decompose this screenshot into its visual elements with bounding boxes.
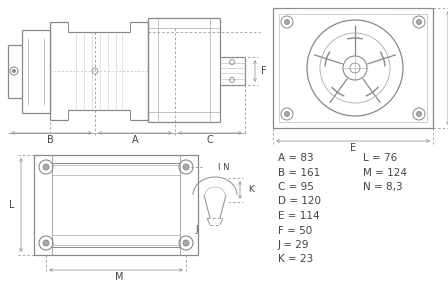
Bar [279, 14, 427, 122]
Text: E: E [350, 143, 356, 153]
Bar [34, 155, 198, 255]
Text: A: A [132, 135, 138, 145]
Text: F = 50: F = 50 [278, 225, 312, 235]
Text: I N: I N [218, 162, 229, 172]
Text: B: B [47, 135, 53, 145]
Text: J = 29: J = 29 [278, 240, 310, 250]
Text: L = 76: L = 76 [363, 153, 397, 163]
Bar [273, 8, 433, 128]
Circle shape [417, 19, 422, 25]
Circle shape [43, 240, 49, 246]
Text: B = 161: B = 161 [278, 168, 320, 178]
Text: D = 120: D = 120 [278, 196, 321, 206]
Text: M = 124: M = 124 [363, 168, 407, 178]
Circle shape [43, 164, 49, 170]
Text: N = 8,3: N = 8,3 [363, 182, 403, 192]
Text: E = 114: E = 114 [278, 211, 319, 221]
Text: F: F [261, 66, 267, 76]
Circle shape [284, 19, 289, 25]
Text: C: C [207, 135, 213, 145]
Text: M: M [115, 272, 123, 282]
Circle shape [183, 240, 189, 246]
Text: K = 23: K = 23 [278, 255, 313, 265]
Circle shape [417, 112, 422, 116]
Text: J: J [196, 225, 198, 235]
Text: L: L [9, 200, 15, 210]
Circle shape [183, 164, 189, 170]
Circle shape [284, 112, 289, 116]
Text: C = 95: C = 95 [278, 182, 314, 192]
Text: A = 83: A = 83 [278, 153, 314, 163]
Text: K: K [248, 186, 254, 194]
Circle shape [13, 69, 16, 72]
